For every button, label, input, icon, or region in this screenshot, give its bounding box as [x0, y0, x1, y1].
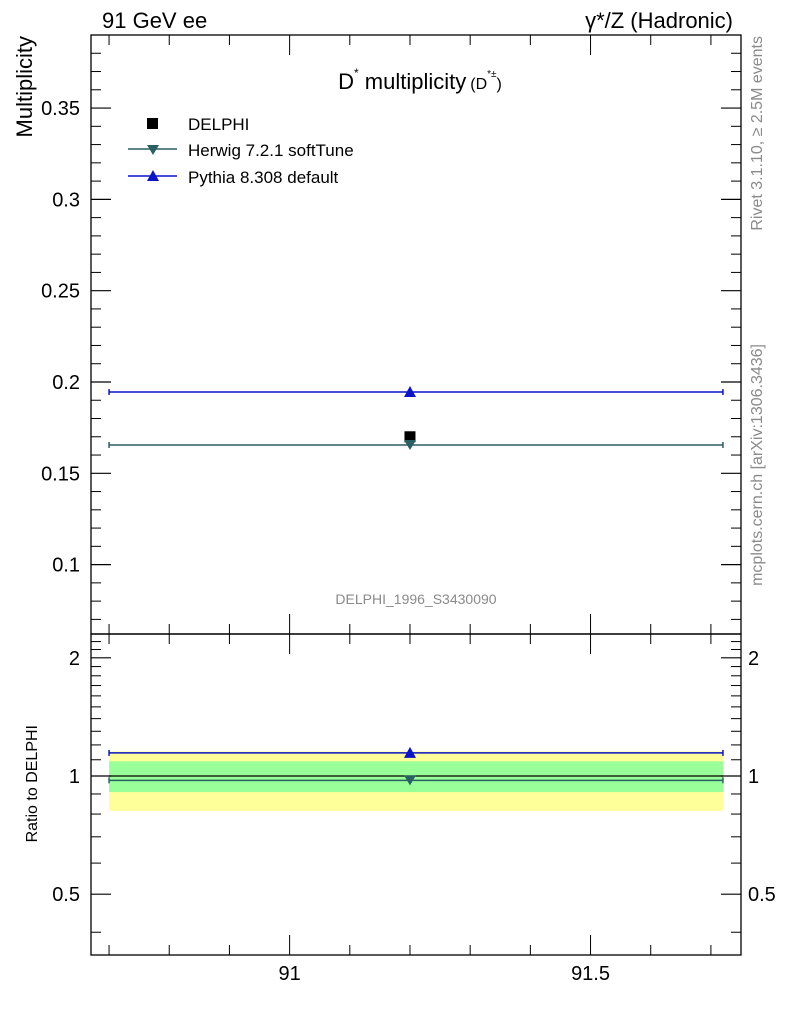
- ratio-point-pythia: [403, 746, 416, 758]
- xtick-label: 91: [278, 963, 300, 985]
- ratio-ytick-label: 0.5: [52, 884, 80, 906]
- rivet-label: Rivet 3.1.10, ≥ 2.5M events: [749, 36, 766, 231]
- ratio-series: [108, 746, 724, 786]
- ratio-ytick-label-right: 2: [748, 648, 759, 670]
- ratio-ytick-label: 1: [69, 766, 80, 788]
- legend: DELPHI Herwig 7.2.1 softTune Pythia 8.30…: [128, 115, 354, 187]
- legend-label-delphi: DELPHI: [188, 115, 249, 134]
- main-axis-ticks: [91, 35, 741, 634]
- ratio-band-inner: [109, 761, 723, 793]
- source-label: mcplots.cern.ch [arXiv:1306.3436]: [749, 344, 766, 586]
- main-series: [108, 386, 724, 450]
- ratio-point-herwig: [403, 775, 416, 786]
- chart-title: D* multiplicity (D*±): [338, 66, 502, 94]
- title-rest: multiplicity: [359, 69, 467, 94]
- main-ytick-label: 0.25: [41, 281, 80, 303]
- main-ytick-label: 0.1: [52, 555, 80, 577]
- ratio-axis-ticks: [91, 634, 741, 955]
- title-sub: (D: [470, 76, 487, 93]
- legend-marker-pythia: [147, 170, 159, 181]
- data-point-herwig: [403, 439, 416, 450]
- data-point-pythia: [403, 386, 416, 398]
- title-main: D: [338, 69, 354, 94]
- main-ylabel: Multiplicity: [12, 36, 37, 137]
- legend-marker-delphi: [147, 118, 158, 129]
- energy-label: 91 GeV ee: [102, 8, 207, 33]
- title-sub-sup: *±: [487, 69, 497, 80]
- ratio-ytick-label-right: 0.5: [748, 884, 776, 906]
- ratio-ytick-label: 2: [69, 648, 80, 670]
- title-sub-close: ): [497, 76, 502, 93]
- xtick-label: 91.5: [571, 963, 610, 985]
- ratio-ytick-label-right: 1: [748, 766, 759, 788]
- main-ytick-label: 0.15: [41, 463, 80, 485]
- legend-label-herwig: Herwig 7.2.1 softTune: [188, 141, 354, 160]
- main-ytick-label: 0.35: [41, 98, 80, 120]
- main-ytick-label: 0.3: [52, 189, 80, 211]
- legend-label-pythia: Pythia 8.308 default: [188, 168, 339, 187]
- process-label: γ*/Z (Hadronic): [585, 8, 733, 33]
- data-point-data: [404, 431, 416, 443]
- legend-marker-herwig: [147, 145, 159, 155]
- main-ytick-label: 0.2: [52, 372, 80, 394]
- ratio-frame: [90, 633, 742, 956]
- analysis-watermark: DELPHI_1996_S3430090: [335, 591, 496, 607]
- title-sup: *: [354, 66, 359, 80]
- ratio-ylabel: Ratio to DELPHI: [24, 725, 41, 842]
